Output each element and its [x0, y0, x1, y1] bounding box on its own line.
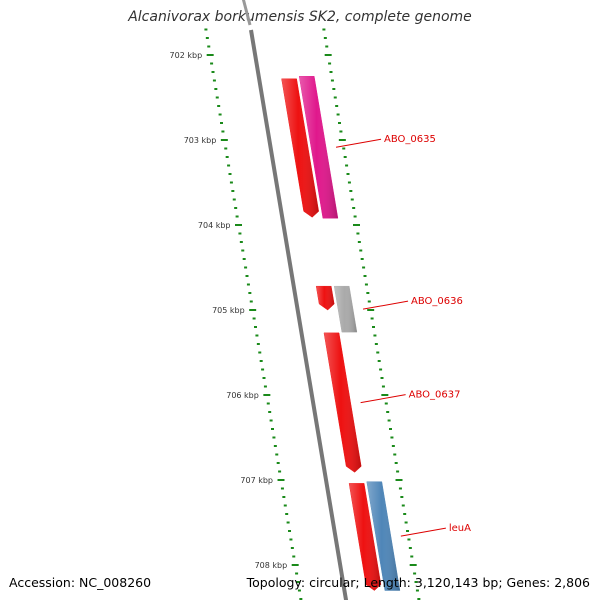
backbone-stub — [241, 0, 252, 26]
gene-label-leader — [362, 300, 409, 310]
gene-label-leader — [400, 527, 446, 537]
kbp-label: 708 kbp — [255, 561, 288, 570]
gene-feature-shade — [349, 483, 381, 591]
genome-backbone — [249, 29, 349, 600]
kbp-label: 705 kbp — [212, 306, 245, 315]
gene-feature-shade — [334, 286, 357, 333]
gene-feature-shade — [366, 481, 400, 591]
gene-feature-shade — [316, 286, 335, 310]
gene-label-abo_0636[interactable]: ABO_0636 — [411, 296, 463, 307]
gene-label-leua[interactable]: leuA — [449, 523, 471, 534]
kbp-label: 702 kbp — [170, 51, 203, 60]
gene-feature-shade — [324, 332, 362, 473]
map-title: Alcanivorax borkumensis SK2, complete ge… — [128, 9, 472, 25]
gene-label-abo_0637[interactable]: ABO_0637 — [409, 390, 461, 401]
genome-summary-text: Topology: circular; Length: 3,120,143 bp… — [246, 575, 590, 590]
accession-text: Accession: NC_008260 — [9, 575, 152, 590]
gene-label-abo_0635[interactable]: ABO_0635 — [384, 134, 436, 145]
gene-feature-shade — [281, 78, 319, 218]
gene-feature-shade — [299, 76, 338, 219]
kbp-label: 703 kbp — [184, 136, 217, 145]
kbp-label: 704 kbp — [198, 221, 231, 230]
kbp-label: 707 kbp — [240, 476, 273, 485]
gene-label-leader — [360, 394, 406, 404]
kbp-label: 706 kbp — [226, 391, 259, 400]
gene-label-leader — [335, 138, 382, 148]
